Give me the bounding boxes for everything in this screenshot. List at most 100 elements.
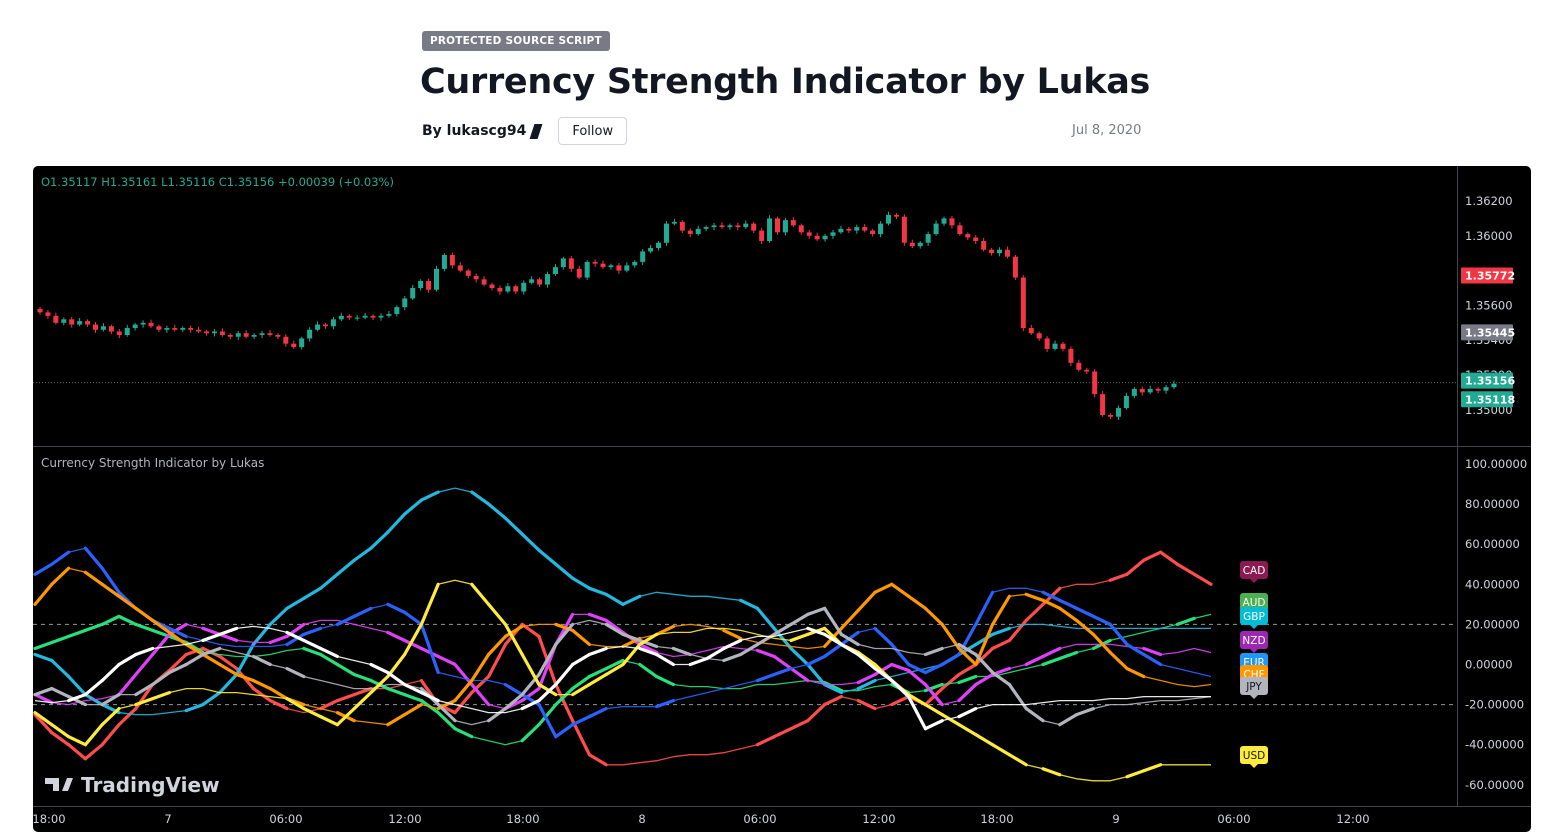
series-strong-segment	[386, 512, 407, 534]
candle-body	[537, 279, 543, 285]
series-strong-segment	[990, 594, 1012, 626]
series-strong-segment	[369, 662, 390, 675]
author-link[interactable]: By lukascg94	[422, 123, 527, 139]
candle-body	[632, 261, 638, 266]
series-strong-segment	[33, 562, 54, 576]
series-strong-segment	[268, 686, 289, 701]
series-strong-segment	[1024, 592, 1045, 602]
series-strong-segment	[1007, 753, 1028, 767]
legend-label-text: AUD	[1243, 597, 1266, 609]
candle-body	[116, 331, 122, 335]
series-strong-segment	[302, 626, 323, 637]
series-strong-segment	[537, 702, 558, 739]
series-strong-segment	[66, 735, 88, 747]
chart-container[interactable]: O1.35117 H1.35161 L1.35116 C1.35156 +0.0…	[33, 166, 1531, 832]
indicator-axis-tick: -20.00000	[1465, 698, 1524, 712]
series-strong-segment	[33, 652, 54, 663]
series-strong-segment	[1058, 650, 1079, 661]
series-strong-segment	[436, 702, 457, 723]
page-title: Currency Strength Indicator by Lukas	[420, 62, 1151, 102]
series-strong-segment	[319, 698, 339, 711]
legend-label-text: NZD	[1242, 635, 1265, 647]
candle-body	[1123, 395, 1129, 409]
series-strong-segment	[906, 668, 928, 687]
candle-body	[100, 326, 106, 330]
series-strong-segment	[83, 622, 104, 633]
series-strong-segment	[537, 642, 558, 677]
candle-body	[798, 225, 804, 233]
candle-body	[338, 315, 344, 320]
candle-body	[941, 218, 947, 224]
series-strong-segment	[403, 692, 423, 703]
candle-body	[719, 225, 725, 228]
series-strong-segment	[839, 642, 860, 657]
series-strong-segment	[470, 490, 491, 506]
series-strong-segment	[83, 546, 104, 570]
candle-body	[862, 227, 868, 231]
series-strong-segment	[772, 727, 793, 739]
series-strong-segment	[83, 723, 104, 747]
series-strong-segment	[890, 694, 911, 707]
candle-body	[703, 227, 709, 229]
series-strong-segment	[218, 672, 239, 695]
series-strong-segment	[453, 690, 474, 715]
candle-body	[568, 258, 574, 269]
series-strong-segment	[403, 610, 423, 626]
series-strong-segment	[705, 646, 726, 661]
price-pane: O1.35117 H1.35161 L1.35116 C1.35156 +0.0…	[33, 175, 1515, 420]
series-strong-segment	[520, 532, 541, 552]
series-strong-segment	[587, 672, 608, 687]
candle-body	[322, 324, 328, 327]
chart-svg[interactable]: O1.35117 H1.35161 L1.35116 C1.35156 +0.0…	[33, 166, 1531, 832]
candle-body	[521, 282, 527, 292]
candle-body	[275, 334, 281, 337]
series-strong-segment	[134, 696, 155, 707]
series-strong-segment	[570, 682, 592, 697]
indicator-axis-tick: 40.00000	[1465, 577, 1520, 591]
series-strong-segment	[890, 662, 911, 673]
legend-label-text: USD	[1243, 750, 1265, 762]
series-strong-segment	[33, 640, 54, 651]
candle-body	[640, 251, 646, 262]
series-strong-segment	[419, 582, 440, 626]
series-strong-segment	[319, 715, 339, 727]
candle-body	[513, 286, 519, 292]
series-strong-segment	[822, 682, 844, 695]
series-strong-segment	[285, 630, 306, 643]
candle-body	[69, 319, 75, 325]
series-nzd	[33, 612, 1212, 711]
indicator-axis-tick: 0.00000	[1465, 658, 1513, 672]
protected-source-badge: PROTECTED SOURCE SCRIPT	[422, 31, 610, 51]
series-strong-segment	[1074, 707, 1096, 717]
candle-body	[394, 307, 400, 315]
series-strong-segment	[1024, 707, 1045, 723]
candle-body	[893, 214, 899, 217]
series-strong-segment	[335, 614, 356, 626]
series-strong-segment	[755, 672, 776, 683]
series-strong-segment	[906, 694, 928, 731]
candle-body	[156, 326, 162, 330]
candle-body	[822, 235, 828, 240]
series-strong-segment	[285, 666, 306, 679]
time-axis-tick: 06:00	[743, 812, 776, 826]
series-strong-segment	[117, 594, 138, 610]
series-strong-segment	[100, 566, 121, 594]
series-strong-segment	[184, 702, 205, 713]
series-strong-segment	[1058, 598, 1079, 610]
follow-button[interactable]: Follow	[558, 117, 628, 145]
series-strong-segment	[806, 702, 827, 723]
series-strong-segment	[83, 570, 104, 586]
series-strong-segment	[1125, 769, 1146, 779]
candle-body	[1044, 338, 1050, 349]
series-strong-segment	[873, 662, 894, 677]
series-strong-segment	[923, 646, 944, 657]
series-strong-segment	[990, 670, 1012, 687]
series-strong-segment	[856, 672, 877, 685]
candle-body	[981, 241, 987, 250]
series-gbp	[33, 487, 1211, 716]
candle-body	[846, 228, 852, 231]
series-strong-segment	[1041, 590, 1062, 602]
series-strong-segment	[604, 592, 625, 606]
series-strong-segment	[822, 694, 844, 707]
